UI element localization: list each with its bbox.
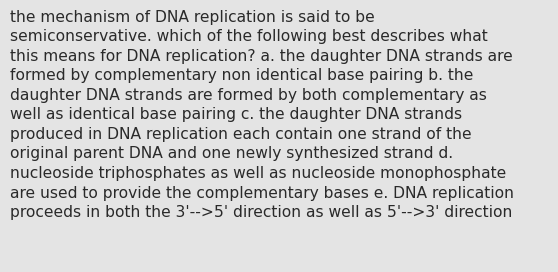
Text: the mechanism of DNA replication is said to be
semiconservative. which of the fo: the mechanism of DNA replication is said… (10, 10, 514, 220)
